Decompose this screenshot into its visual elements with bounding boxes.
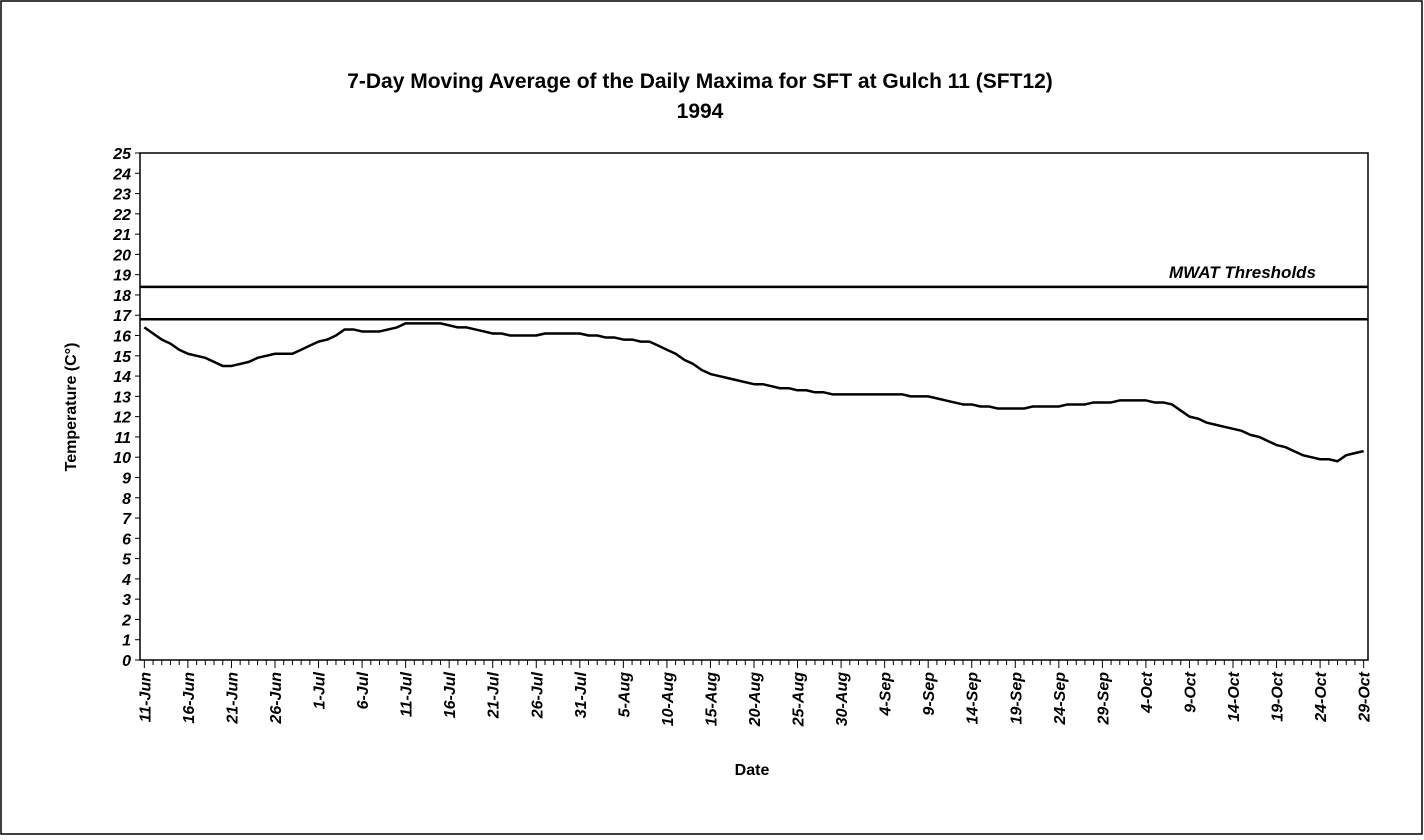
y-tick-label: 0	[122, 653, 131, 670]
x-tick-label: 24-Oct	[1313, 671, 1330, 722]
chart-title: 7-Day Moving Average of the Daily Maxima…	[347, 70, 1053, 93]
x-tick-label: 31-Jul	[573, 671, 590, 718]
x-tick-label: 15-Aug	[703, 672, 720, 726]
x-tick-label: 25-Aug	[791, 672, 808, 727]
y-tick-label: 25	[112, 146, 132, 163]
y-tick-label: 4	[121, 572, 131, 589]
y-tick-label: 10	[113, 450, 131, 467]
x-tick-label: 19-Sep	[1008, 672, 1025, 725]
x-tick-label: 11-Jul	[399, 671, 416, 717]
x-axis-label: Date	[735, 762, 770, 779]
y-tick-label: 17	[113, 308, 132, 325]
x-tick-label: 24-Sep	[1052, 672, 1069, 726]
x-tick-label: 20-Aug	[747, 672, 764, 727]
y-tick-label: 6	[122, 531, 131, 548]
x-tick-label: 1-Jul	[312, 671, 329, 709]
data-line	[143, 322, 1364, 463]
y-tick-label: 14	[113, 369, 131, 386]
y-tick-label: 2	[121, 612, 131, 629]
x-tick-label: 10-Aug	[660, 672, 677, 726]
x-tick-label: 29-Oct	[1357, 671, 1374, 722]
y-tick-label: 1	[122, 633, 131, 650]
x-tick-label: 11-Jun	[137, 672, 154, 723]
y-tick-label: 5	[122, 552, 132, 569]
x-tick-label: 26-Jul	[529, 671, 546, 719]
annotation: MWAT Thresholds	[1169, 263, 1316, 282]
x-tick-label: 9-Sep	[921, 672, 938, 716]
x-tick-label: 14-Sep	[965, 672, 982, 725]
y-tick-label: 18	[113, 288, 131, 305]
x-tick-label: 4-Sep	[878, 672, 895, 717]
y-tick-label: 9	[122, 470, 131, 487]
y-tick-label: 12	[113, 410, 131, 427]
x-tick-label: 5-Aug	[616, 672, 633, 718]
x-tick-label: 30-Aug	[834, 672, 851, 726]
y-tick-label: 13	[113, 389, 131, 406]
x-tick-label: 29-Sep	[1095, 672, 1112, 726]
x-tick-label: 19-Oct	[1270, 671, 1287, 721]
y-tick-label: 7	[122, 511, 132, 528]
x-tick-label: 21-Jul	[486, 671, 503, 719]
y-tick-label: 3	[122, 592, 131, 609]
x-tick-label: 9-Oct	[1182, 671, 1199, 713]
y-tick-label: 11	[114, 430, 131, 447]
y-tick-label: 23	[112, 187, 131, 204]
y-tick-label: 21	[112, 227, 131, 244]
chart-subtitle: 1994	[677, 100, 724, 123]
x-tick-label: 26-Jun	[268, 672, 285, 725]
x-tick-label: 21-Jun	[224, 672, 241, 725]
y-tick-label: 19	[113, 268, 131, 285]
x-tick-label: 14-Oct	[1226, 671, 1243, 721]
y-tick-label: 22	[112, 207, 131, 224]
x-tick-label: 4-Oct	[1139, 671, 1156, 714]
y-tick-label: 8	[122, 491, 131, 508]
y-tick-label: 15	[113, 349, 132, 366]
x-tick-label: 6-Jul	[355, 671, 372, 709]
y-tick-label: 20	[112, 247, 131, 264]
x-tick-label: 16-Jul	[442, 671, 459, 718]
y-axis-label: Temperature (C°)	[63, 343, 80, 472]
y-tick-label: 16	[113, 329, 131, 346]
y-tick-label: 24	[112, 166, 131, 183]
x-tick-label: 16-Jun	[181, 672, 198, 724]
